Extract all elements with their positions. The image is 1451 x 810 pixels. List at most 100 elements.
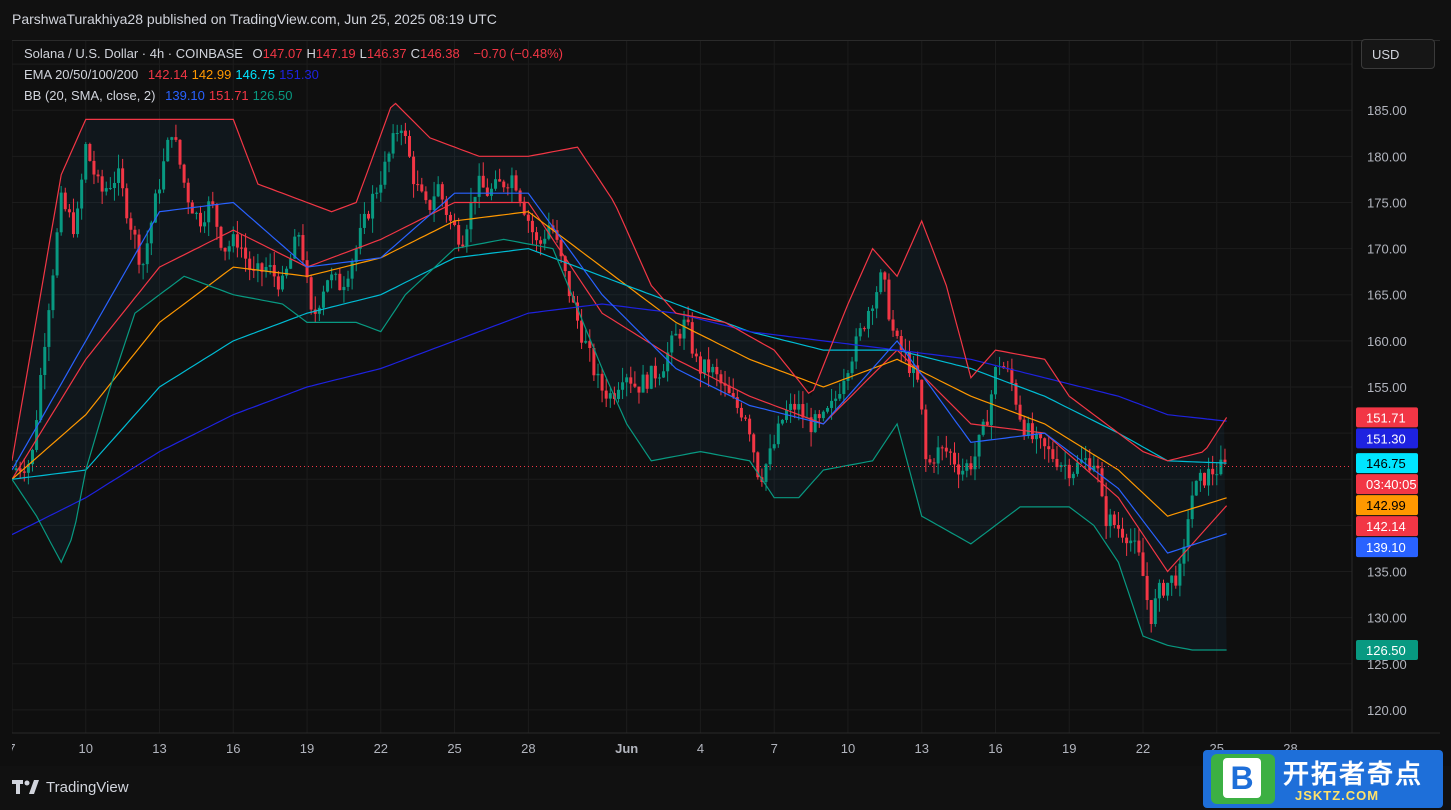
- candle-body: [440, 184, 444, 200]
- x-tick-label: 13: [152, 741, 166, 756]
- ema-values: 142.14 142.99 146.75 151.30: [148, 67, 323, 82]
- candle-body: [821, 411, 825, 419]
- candle-body: [18, 468, 22, 472]
- candle-body: [477, 175, 481, 197]
- candle-body: [432, 196, 436, 210]
- candle-body: [1063, 464, 1067, 466]
- candle-body: [334, 273, 338, 275]
- x-tick-label: 10: [841, 741, 855, 756]
- candle-body: [346, 278, 350, 287]
- tradingview-logo[interactable]: TradingView: [12, 778, 129, 796]
- x-tick-label: 7: [771, 741, 778, 756]
- candle-body: [989, 394, 993, 426]
- x-tick-label: 4: [697, 741, 704, 756]
- candle-body: [403, 130, 407, 137]
- x-tick-label: 16: [226, 741, 240, 756]
- ema-label[interactable]: EMA 20/50/100/200: [24, 67, 139, 82]
- candle-body: [514, 175, 518, 191]
- candle-body: [637, 386, 641, 393]
- y-tick-label: 185.00: [1367, 103, 1407, 118]
- candle-body: [887, 279, 891, 320]
- candle-body: [358, 227, 362, 249]
- candle-body: [563, 256, 567, 272]
- currency-button[interactable]: USD: [1361, 39, 1435, 69]
- candle-body: [371, 193, 375, 219]
- price-chart[interactable]: 190.00185.00180.00175.00170.00165.00160.…: [12, 41, 1440, 766]
- y-tick-label: 135.00: [1367, 565, 1407, 580]
- candle-body: [1026, 423, 1030, 436]
- candle-body: [1010, 368, 1014, 384]
- candle-body: [739, 407, 743, 418]
- candle-body: [1108, 514, 1112, 527]
- candle-body: [383, 161, 387, 185]
- candle-body: [817, 414, 821, 419]
- candle-body: [1153, 598, 1157, 624]
- legend-bb-row: BB (20, SMA, close, 2) 139.10 151.71 126.5…: [24, 88, 302, 103]
- candle-body: [944, 447, 948, 452]
- series-line-ema-50: [12, 211, 1227, 517]
- candle-body: [1223, 459, 1227, 463]
- candle-body: [375, 192, 379, 194]
- candle-body: [26, 464, 30, 473]
- candle-body: [80, 179, 84, 209]
- symbol-title[interactable]: Solana / U.S. Dollar · 4h · COINBASE: [24, 46, 243, 61]
- y-tick-label: 165.00: [1367, 288, 1407, 303]
- candle-body: [59, 192, 63, 233]
- bb-label[interactable]: BB (20, SMA, close, 2): [24, 88, 156, 103]
- site-watermark: B 开拓者奇点 JSKTZ.COM: [1203, 750, 1443, 808]
- candle-body: [776, 423, 780, 445]
- candle-body: [1071, 473, 1075, 479]
- candle-body: [203, 222, 207, 227]
- ohlc-label: H: [306, 46, 316, 61]
- candle-body: [481, 175, 485, 188]
- candle-body: [1190, 495, 1194, 520]
- candle-body: [993, 367, 997, 395]
- series-line-ema-100: [12, 247, 1227, 480]
- candle-body: [121, 168, 125, 189]
- candle-body: [543, 238, 547, 244]
- tradingview-logo-icon: [12, 780, 39, 794]
- watermark-badge: B: [1211, 754, 1275, 804]
- candle-body: [649, 365, 653, 389]
- tradingview-brand: TradingView: [46, 778, 129, 796]
- candle-body: [682, 319, 686, 339]
- candle-body: [117, 168, 121, 183]
- price-label-box: [1356, 474, 1418, 495]
- candle-body: [55, 232, 59, 276]
- price-change: −0.70 (−0.48%): [473, 46, 563, 61]
- candle-body: [752, 434, 756, 453]
- candle-body: [47, 310, 51, 347]
- candle-body: [756, 452, 760, 478]
- candle-body: [1121, 528, 1125, 538]
- candle-body: [645, 374, 649, 389]
- candle-body: [485, 187, 489, 196]
- watermark-subtitle: JSKTZ.COM: [1295, 788, 1380, 803]
- candle-body: [846, 373, 850, 381]
- candle-body: [133, 229, 137, 235]
- candle-body: [1170, 575, 1174, 583]
- candle-body: [662, 371, 666, 378]
- price-label-box: [1356, 516, 1418, 537]
- candle-body: [407, 136, 411, 157]
- publish-header: ParshwaTurakhiya28 published on TradingV…: [0, 0, 1451, 40]
- candle-body: [899, 336, 903, 351]
- candle-body: [428, 200, 432, 210]
- price-label-box: [1356, 428, 1418, 449]
- candle-body: [264, 266, 268, 272]
- x-tick-label: 7: [12, 741, 16, 756]
- candle-body: [1100, 468, 1104, 497]
- candle-body: [88, 144, 92, 161]
- candle-body: [162, 161, 166, 190]
- candle-body: [1039, 433, 1043, 439]
- candle-body: [813, 414, 817, 433]
- candle-body: [797, 404, 801, 410]
- candle-body: [920, 379, 924, 410]
- candle-body: [924, 409, 928, 460]
- candle-body: [850, 361, 854, 374]
- chart-area[interactable]: 190.00185.00180.00175.00170.00165.00160.…: [12, 40, 1440, 766]
- candle-body: [223, 247, 227, 252]
- candle-body: [1096, 465, 1100, 469]
- candle-body: [473, 196, 477, 203]
- candle-body: [174, 137, 178, 140]
- candle-body: [772, 444, 776, 449]
